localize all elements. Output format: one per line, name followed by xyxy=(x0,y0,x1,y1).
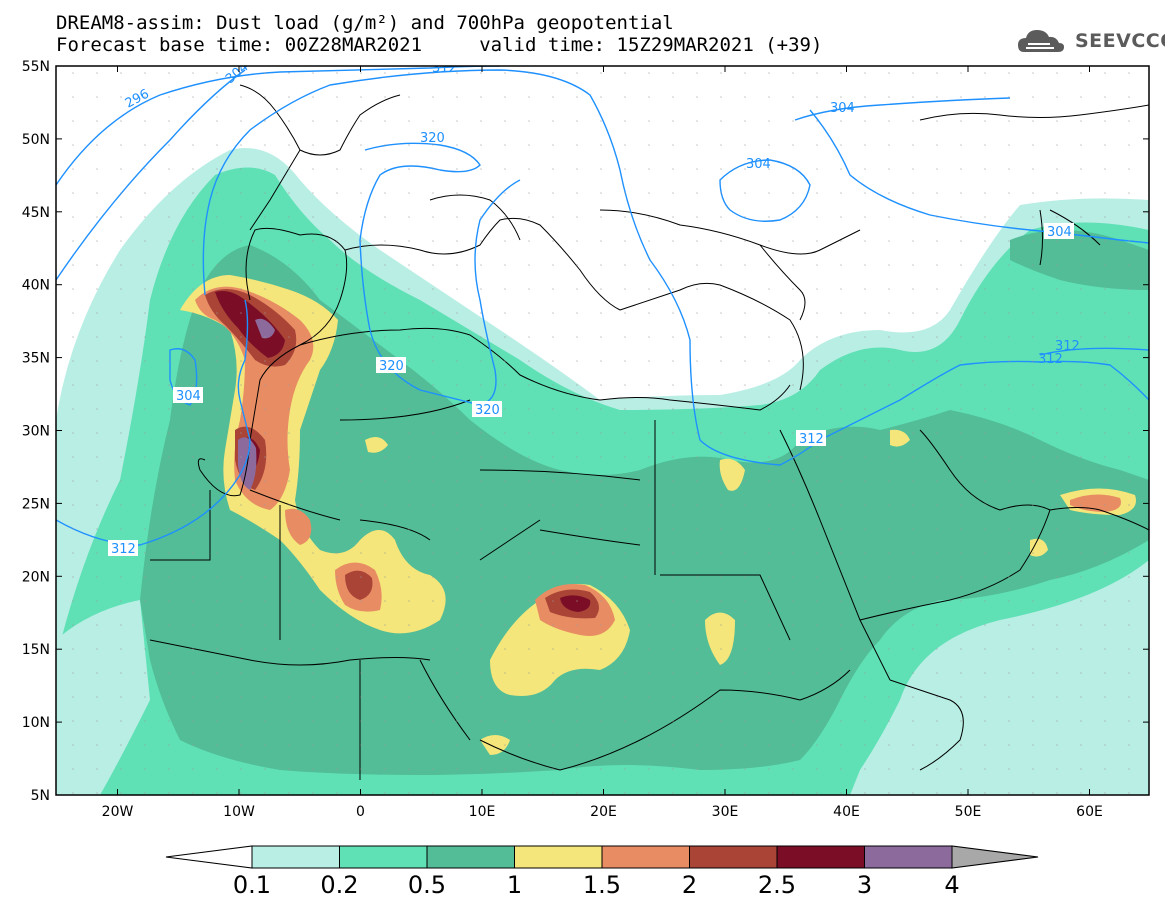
colorbar-tick-label: 3 xyxy=(857,871,872,899)
lon-label: 0 xyxy=(356,804,365,820)
colorbar-segment xyxy=(689,845,778,869)
colorbar-segment xyxy=(426,845,515,869)
lat-label: 55N xyxy=(22,59,50,75)
lat-label: 5N xyxy=(31,788,50,804)
colorbar-tick-label: 2.5 xyxy=(758,871,796,899)
contour-label: 320 xyxy=(420,131,445,146)
colorbar-tick-label: 0.1 xyxy=(233,871,271,899)
contour-label: 320 xyxy=(475,403,500,418)
map-plot-area: 296 304 312 320 320 304 312 320 304 304 … xyxy=(56,61,1149,795)
contour-label: 304 xyxy=(1047,225,1072,240)
contour-labels: 296 304 312 320 320 304 312 320 304 304 … xyxy=(108,61,1080,557)
contour-label: 312 xyxy=(1055,339,1080,354)
colorbar-tick-label: 4 xyxy=(944,871,959,899)
colorbar-segment xyxy=(251,845,340,869)
colorbar-tick-label: 1 xyxy=(507,871,522,899)
contour-label: 312 xyxy=(111,542,136,557)
contour-label: 320 xyxy=(379,359,404,374)
colorbar: 0.1 0.2 0.5 1 1.5 2 2.5 3 4 xyxy=(165,845,1039,899)
colorbar-segment xyxy=(601,845,690,869)
lat-label: 10N xyxy=(22,715,50,731)
lon-label: 30E xyxy=(712,804,739,820)
lon-label: 20W xyxy=(102,804,134,820)
contour-label: 304 xyxy=(746,157,771,172)
lat-label: 50N xyxy=(22,132,50,148)
colorbar-under-triangle xyxy=(165,845,253,869)
contour-label: 312 xyxy=(1038,352,1063,367)
colorbar-tick-label: 0.2 xyxy=(320,871,358,899)
contour-label: 304 xyxy=(830,101,855,116)
lon-axis: 20W 10W 0 10E 20E 30E 40E 50E 60E xyxy=(102,804,1103,820)
lat-label: 40N xyxy=(22,278,50,294)
colorbar-segment xyxy=(864,845,953,869)
colorbar-tick-label: 0.5 xyxy=(408,871,446,899)
lat-label: 25N xyxy=(22,496,50,512)
colorbar-over-triangle xyxy=(951,845,1039,869)
lat-label: 20N xyxy=(22,569,50,585)
colorbar-segment xyxy=(514,845,603,869)
lat-label: 35N xyxy=(22,351,50,367)
lon-label: 20E xyxy=(590,804,617,820)
contour-label: 312 xyxy=(432,61,457,76)
lon-label: 50E xyxy=(955,804,982,820)
lat-label: 45N xyxy=(22,205,50,221)
lat-label: 15N xyxy=(22,642,50,658)
forecast-time-line: Forecast base time: 00Z28MAR2021 valid t… xyxy=(56,34,823,56)
map-title: DREAM8-assim: Dust load (g/m²) and 700hP… xyxy=(56,12,674,34)
colorbar-segment xyxy=(339,845,428,869)
lon-label: 60E xyxy=(1076,804,1103,820)
logo-text: SEEVCCC xyxy=(1075,30,1165,52)
cloud-icon xyxy=(1018,30,1064,52)
axis-ticks xyxy=(56,65,1149,796)
lat-label: 30N xyxy=(22,424,50,440)
lon-label: 10E xyxy=(469,804,496,820)
colorbar-tick-label: 1.5 xyxy=(583,871,621,899)
lat-axis: 55N 50N 45N 40N 35N 30N 25N 20N 15N 10N 5N xyxy=(22,59,50,804)
contour-label: 304 xyxy=(176,389,201,404)
contour-label: 312 xyxy=(799,432,824,447)
colorbar-segment xyxy=(776,845,865,869)
lon-label: 40E xyxy=(833,804,860,820)
colorbar-tick-label: 2 xyxy=(682,871,697,899)
lon-label: 10W xyxy=(223,804,255,820)
